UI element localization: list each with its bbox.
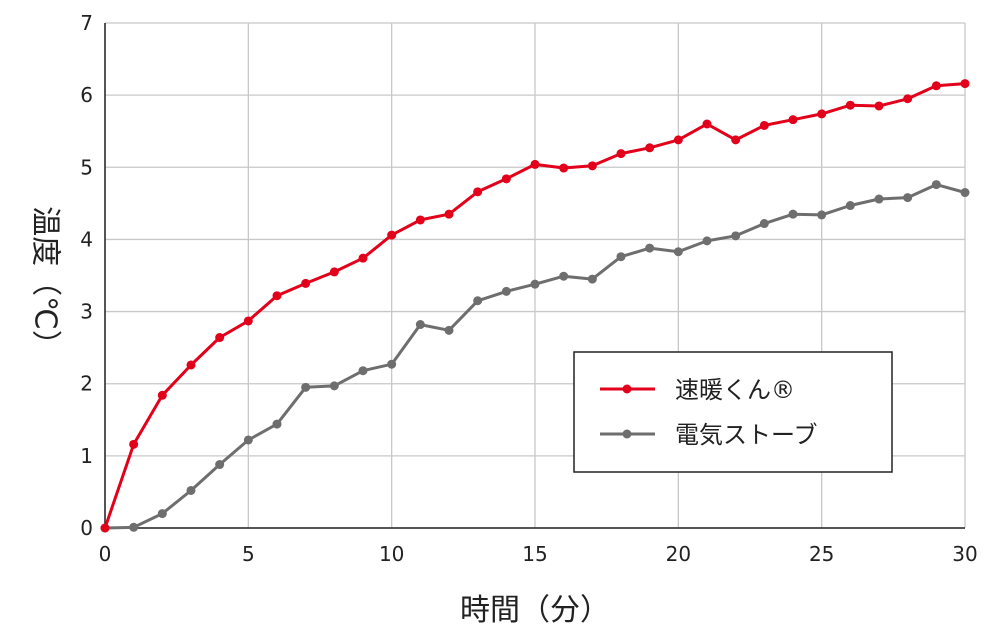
series-2-point-10 <box>387 359 397 369</box>
legend-label-series-1: 速暖くん® <box>675 376 795 404</box>
y-tick-labels: 0 1 2 3 4 5 6 7 <box>80 11 93 540</box>
series-1-point-8 <box>329 267 339 277</box>
legend-marker-series-1 <box>622 384 632 394</box>
series-1-point-17 <box>587 161 597 171</box>
x-axis-title: 時間（分） <box>460 593 610 628</box>
series-2-point-19 <box>645 243 655 253</box>
series-1-point-6 <box>272 291 282 301</box>
series-1-point-26 <box>845 100 855 110</box>
series-2-point-2 <box>157 509 167 519</box>
series-1-point-25 <box>817 109 827 119</box>
series-2-point-3 <box>186 485 196 495</box>
legend-box <box>573 351 893 473</box>
series-1-point-18 <box>616 149 626 159</box>
series-2-point-17 <box>587 274 597 284</box>
y-tick-label-0: 0 <box>80 516 93 540</box>
series-1 <box>100 79 970 533</box>
legend-marker-series-2 <box>622 429 632 439</box>
series-2-point-12 <box>444 325 454 335</box>
y-tick-label-3: 3 <box>80 300 93 324</box>
series-2-point-20 <box>673 247 683 257</box>
series-2-point-18 <box>616 252 626 262</box>
series-2-point-6 <box>272 419 282 429</box>
series-1-point-11 <box>415 215 425 225</box>
axes <box>104 23 965 529</box>
y-tick-label-5: 5 <box>80 155 93 179</box>
y-tick-label-7: 7 <box>80 11 93 35</box>
series-2-point-9 <box>358 366 368 376</box>
series-2-point-27 <box>874 194 884 204</box>
series-1-point-10 <box>387 230 397 240</box>
series-1-point-12 <box>444 209 454 219</box>
series-1-point-20 <box>673 135 683 145</box>
legend-label-series-2: 電気ストーブ <box>675 421 818 449</box>
series-2-point-16 <box>559 271 569 281</box>
series-2-point-8 <box>329 381 339 391</box>
series-1-point-14 <box>501 174 511 184</box>
series-2-point-30 <box>960 188 970 198</box>
series-1-point-21 <box>702 119 712 129</box>
series-1-point-3 <box>186 360 196 370</box>
series-2-point-14 <box>501 286 511 296</box>
series-2-point-22 <box>731 231 741 241</box>
series-1-point-30 <box>960 79 970 89</box>
series-1-point-15 <box>530 159 540 169</box>
y-axis-title: 温度（℃） <box>28 206 63 360</box>
series-2-point-24 <box>788 209 798 219</box>
series-1-point-2 <box>157 390 167 400</box>
series-1-point-28 <box>903 94 913 104</box>
series-2-point-25 <box>817 210 827 220</box>
x-tick-label-5: 5 <box>242 542 255 566</box>
x-tick-label-10: 10 <box>379 542 404 566</box>
series-1-point-4 <box>215 333 225 343</box>
series-1-point-0 <box>100 523 110 533</box>
series-1-point-19 <box>645 143 655 153</box>
series-2-point-5 <box>243 435 253 445</box>
series-group <box>100 79 970 533</box>
series-2-point-21 <box>702 236 712 246</box>
x-tick-label-20: 20 <box>666 542 691 566</box>
series-1-point-29 <box>931 81 941 91</box>
series-2-point-28 <box>903 193 913 203</box>
series-2-point-7 <box>301 382 311 392</box>
x-tick-label-0: 0 <box>99 542 112 566</box>
series-2-point-4 <box>215 460 225 470</box>
series-2-point-26 <box>845 201 855 211</box>
x-tick-label-25: 25 <box>809 542 834 566</box>
y-tick-label-1: 1 <box>80 444 93 468</box>
x-tick-label-15: 15 <box>522 542 547 566</box>
series-2-point-29 <box>931 180 941 190</box>
series-1-point-1 <box>129 439 139 449</box>
series-1-point-5 <box>243 316 253 326</box>
series-2-point-15 <box>530 279 540 289</box>
legend: 速暖くん® 電気ストーブ <box>573 351 893 473</box>
series-2-point-1 <box>129 522 139 532</box>
x-tick-labels: 0 5 10 15 20 25 30 <box>99 542 978 566</box>
series-1-point-16 <box>559 163 569 173</box>
series-1-point-7 <box>301 278 311 288</box>
series-1-point-23 <box>759 120 769 130</box>
series-1-point-22 <box>731 135 741 145</box>
y-tick-label-2: 2 <box>80 372 93 396</box>
y-tick-label-6: 6 <box>80 83 93 107</box>
series-2-point-11 <box>415 320 425 330</box>
x-tick-label-30: 30 <box>952 542 977 566</box>
series-2 <box>100 180 970 533</box>
series-1-point-24 <box>788 115 798 125</box>
series-1-point-9 <box>358 253 368 263</box>
series-1-point-27 <box>874 101 884 111</box>
series-1-point-13 <box>473 187 483 197</box>
series-2-point-13 <box>473 296 483 306</box>
y-tick-label-4: 4 <box>80 227 93 251</box>
series-2-point-23 <box>759 219 769 229</box>
